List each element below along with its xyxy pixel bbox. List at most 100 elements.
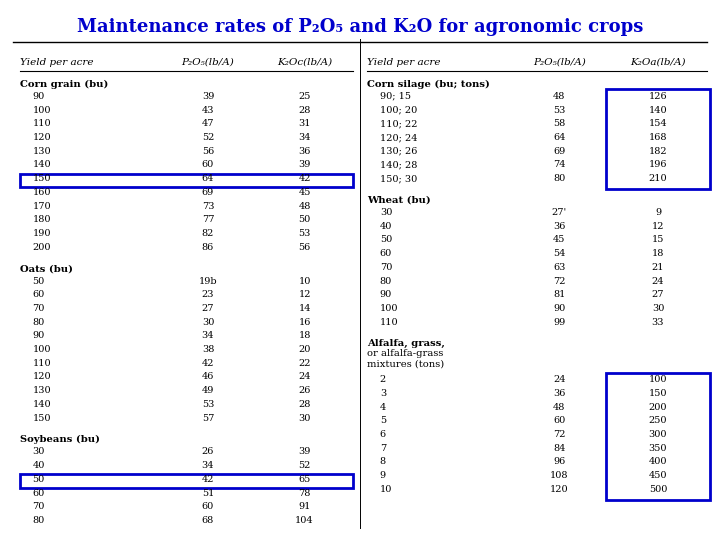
- Text: Corn grain (bu): Corn grain (bu): [19, 79, 108, 89]
- Text: 120; 24: 120; 24: [380, 133, 418, 142]
- Text: 52: 52: [298, 461, 311, 470]
- Text: 140: 140: [649, 106, 667, 114]
- Text: 27: 27: [202, 304, 215, 313]
- Text: 130; 26: 130; 26: [380, 147, 417, 156]
- Text: 22: 22: [298, 359, 311, 368]
- Text: 140: 140: [32, 400, 51, 409]
- Text: P₂O₅(lb/A): P₂O₅(lb/A): [181, 58, 235, 67]
- Text: Oats (bu): Oats (bu): [19, 264, 73, 273]
- Text: 53: 53: [553, 106, 565, 114]
- Text: 25: 25: [298, 92, 311, 101]
- Text: 54: 54: [553, 249, 565, 258]
- Text: 70: 70: [32, 502, 45, 511]
- Text: 86: 86: [202, 242, 214, 252]
- Text: 28: 28: [298, 106, 311, 114]
- Text: 34: 34: [202, 461, 215, 470]
- Text: 130: 130: [32, 386, 51, 395]
- Text: 90: 90: [32, 332, 45, 340]
- Text: 100; 20: 100; 20: [380, 106, 417, 114]
- Text: 69: 69: [553, 147, 565, 156]
- Text: 56: 56: [202, 147, 214, 156]
- Text: 77: 77: [202, 215, 215, 224]
- Text: 100: 100: [32, 345, 51, 354]
- Text: 74: 74: [553, 160, 566, 170]
- Text: 23: 23: [202, 291, 215, 299]
- Text: 196: 196: [649, 160, 667, 170]
- Text: 104: 104: [295, 516, 314, 525]
- Text: 24: 24: [652, 276, 665, 286]
- Text: 18: 18: [298, 332, 311, 340]
- Text: 150: 150: [32, 174, 51, 183]
- Text: 26: 26: [298, 386, 311, 395]
- Text: 40: 40: [380, 222, 392, 231]
- Text: 110; 22: 110; 22: [380, 119, 418, 129]
- Text: 4: 4: [380, 403, 386, 411]
- Text: 170: 170: [32, 201, 51, 211]
- Text: 30: 30: [298, 414, 311, 422]
- Text: 50: 50: [32, 276, 45, 286]
- Text: 45: 45: [298, 188, 311, 197]
- Text: 60: 60: [553, 416, 565, 426]
- Text: 140; 28: 140; 28: [380, 160, 417, 170]
- Text: 3: 3: [380, 389, 386, 398]
- Text: 48: 48: [298, 201, 311, 211]
- Text: 80: 80: [553, 174, 565, 183]
- Text: K₂Oa(lb/A): K₂Oa(lb/A): [630, 58, 685, 67]
- Text: mixtures (tons): mixtures (tons): [367, 359, 444, 368]
- Text: 5: 5: [380, 416, 386, 426]
- Text: 90; 15: 90; 15: [380, 92, 411, 101]
- Text: 33: 33: [652, 318, 665, 327]
- Text: 40: 40: [32, 461, 45, 470]
- Text: 99: 99: [553, 318, 565, 327]
- Text: 96: 96: [553, 457, 565, 467]
- Text: Maintenance rates of P₂O₅ and K₂O for agronomic crops: Maintenance rates of P₂O₅ and K₂O for ag…: [77, 17, 643, 36]
- Text: 250: 250: [649, 416, 667, 426]
- Text: 130: 130: [32, 147, 51, 156]
- Text: 108: 108: [550, 471, 569, 480]
- Text: 84: 84: [553, 444, 565, 453]
- Text: 60: 60: [380, 249, 392, 258]
- Text: 53: 53: [202, 400, 214, 409]
- Text: 82: 82: [202, 229, 214, 238]
- Text: 34: 34: [298, 133, 311, 142]
- Text: 48: 48: [553, 403, 565, 411]
- Text: 73: 73: [202, 201, 215, 211]
- Text: 120: 120: [550, 485, 569, 494]
- Text: 24: 24: [298, 373, 311, 381]
- Text: 180: 180: [32, 215, 51, 224]
- Text: 450: 450: [649, 471, 667, 480]
- Text: 110: 110: [32, 359, 51, 368]
- Text: 68: 68: [202, 516, 214, 525]
- Text: 42: 42: [202, 475, 215, 484]
- Text: 110: 110: [32, 119, 51, 129]
- Text: 120: 120: [32, 373, 51, 381]
- Text: 46: 46: [202, 373, 214, 381]
- Text: 53: 53: [298, 229, 311, 238]
- Text: 200: 200: [649, 403, 667, 411]
- Text: 90: 90: [380, 291, 392, 299]
- Text: 80: 80: [32, 318, 45, 327]
- Text: 72: 72: [553, 430, 566, 439]
- Text: 90: 90: [553, 304, 565, 313]
- Text: 400: 400: [649, 457, 667, 467]
- Text: 154: 154: [649, 119, 667, 129]
- Text: 45: 45: [553, 235, 565, 245]
- Text: 350: 350: [649, 444, 667, 453]
- Text: 63: 63: [553, 263, 565, 272]
- Text: 200: 200: [32, 242, 51, 252]
- Text: 49: 49: [202, 386, 214, 395]
- Text: 39: 39: [298, 448, 311, 456]
- Text: 52: 52: [202, 133, 214, 142]
- Text: 34: 34: [202, 332, 215, 340]
- Text: 27': 27': [552, 208, 567, 217]
- Text: 36: 36: [298, 147, 311, 156]
- Text: 70: 70: [380, 263, 392, 272]
- Text: Yield per acre: Yield per acre: [19, 58, 94, 67]
- Text: 16: 16: [298, 318, 311, 327]
- Text: Yield per acre: Yield per acre: [367, 58, 441, 67]
- Text: 110: 110: [380, 318, 398, 327]
- Text: 60: 60: [32, 489, 45, 497]
- Text: 80: 80: [380, 276, 392, 286]
- Text: Wheat (bu): Wheat (bu): [367, 195, 431, 205]
- Text: 120: 120: [32, 133, 51, 142]
